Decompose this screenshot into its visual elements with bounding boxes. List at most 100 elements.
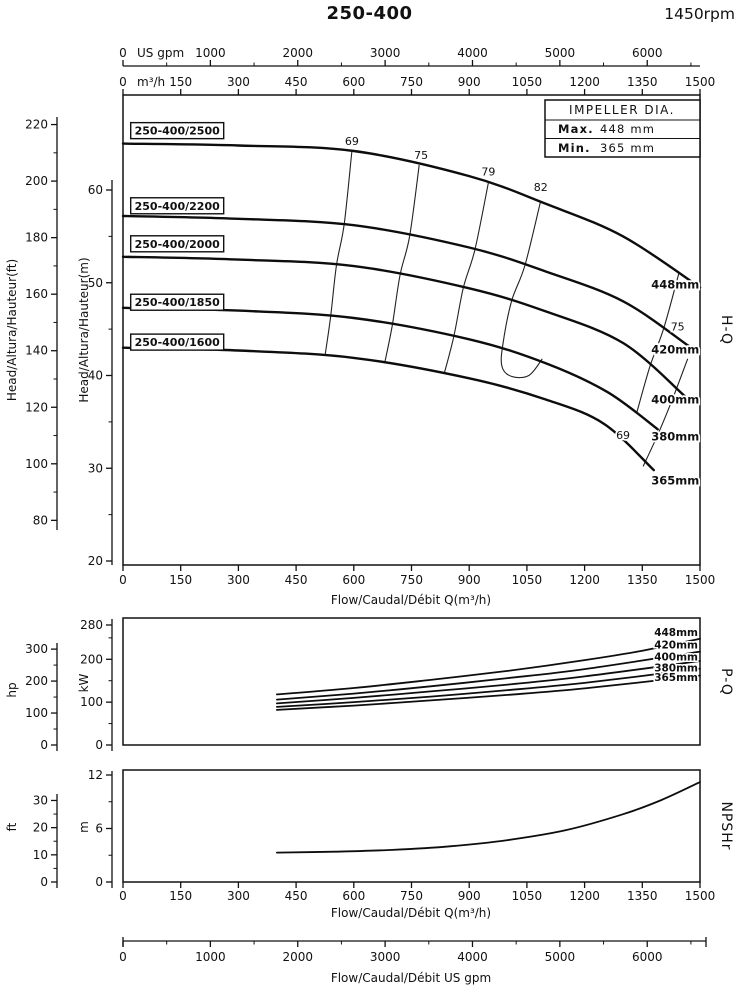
m3h-top-tick-label: 750 — [400, 75, 423, 89]
hq-bottom-tick-label: 1350 — [627, 573, 658, 587]
m3h-top-tick-label: 900 — [458, 75, 481, 89]
npshr-section-label: NPSHr — [718, 801, 734, 850]
head-ft-axis-tick-label: 140 — [25, 344, 48, 358]
head-m-axis-tick-label: 30 — [88, 461, 103, 475]
npsh-bottom-tick-label: 1500 — [685, 889, 716, 903]
usgpm-bottom-tick-label: 5000 — [545, 950, 576, 964]
model-label-box — [129, 333, 225, 351]
usgpm-top-tick-label: 3000 — [370, 46, 401, 60]
model-label-250-400/2000: 250-400/2000 — [135, 238, 220, 251]
head-ft-axis-tick-label: 180 — [25, 231, 48, 245]
npsh-ft-axis-tick-label: 0 — [40, 875, 48, 889]
efficiency-label-69: 69 — [616, 429, 630, 442]
model-label-250-400/2500: 250-400/2500 — [135, 125, 220, 138]
pq-section-label: P-Q — [718, 668, 734, 696]
npsh-bottom-tick-label: 150 — [169, 889, 192, 903]
hq-bottom-tick-label: 300 — [227, 573, 250, 587]
model-label-box — [129, 197, 225, 215]
hq-curve-448mm — [121, 142, 702, 289]
m3h-top-tick-label: 600 — [342, 75, 365, 89]
pq-curve-400mm — [276, 660, 701, 705]
head-ft-axis-tick-label: 80 — [33, 513, 48, 527]
efficiency-contour-69 — [642, 358, 689, 467]
model-label-box — [129, 121, 225, 140]
pump-model-title: 250-400 — [326, 3, 413, 24]
head-ft-axis-tick-label: 120 — [25, 400, 48, 414]
npsh-bottom-tick-label: 1050 — [512, 889, 543, 903]
pq-impeller-label-380mm: 380mm — [654, 662, 698, 674]
impeller-diameter-label-400mm: 400mm — [651, 393, 699, 407]
usgpm-top-tick-label: 1000 — [195, 46, 226, 60]
pq-impeller-label-420mm: 420mm — [654, 640, 698, 652]
impeller-dia-box — [544, 99, 701, 158]
usgpm-bottom-tick-label: 0 — [119, 950, 127, 964]
npsh-bottom-tick-label: 1350 — [627, 889, 658, 903]
hq-x-axis-title: Flow/Caudal/Débit Q(m³/h) — [331, 593, 491, 607]
head-ft-axis-tick-label: 100 — [25, 457, 48, 471]
hq-bottom-tick-label: 750 — [400, 573, 423, 587]
npsh-m-axis-title: m — [77, 821, 91, 833]
impeller-dia-min-label: Min. — [558, 141, 591, 155]
hq-section-label: H-Q — [718, 315, 734, 345]
npsh-bottom-tick-label: 450 — [285, 889, 308, 903]
pq-curve-420mm — [276, 650, 701, 701]
npsh-x-axis-title: Flow/Caudal/Débit Q(m³/h) — [331, 906, 491, 920]
efficiency-label-79: 79 — [481, 165, 495, 178]
impeller-dia-max-value: 448 mm — [600, 122, 655, 136]
power-hp-axis-tick-label: 100 — [25, 706, 48, 720]
m3h-top-tick-label: 1200 — [569, 75, 600, 89]
usgpm-top-tick-label: 5000 — [545, 46, 576, 60]
usgpm-top-tick-label: 2000 — [282, 46, 313, 60]
npsh-m-axis-tick-label: 0 — [95, 875, 103, 889]
pq-curve-380mm — [276, 667, 701, 708]
model-label-250-400/1600: 250-400/1600 — [135, 336, 220, 349]
hq-bottom-tick-label: 1050 — [512, 573, 543, 587]
power-kw-axis-tick-label: 100 — [80, 695, 103, 709]
power-hp-axis-tick-label: 200 — [25, 674, 48, 688]
usgpm-top-tick-label: 6000 — [632, 46, 663, 60]
efficiency-label-75: 75 — [671, 320, 685, 333]
usgpm-top-tick-label: 4000 — [457, 46, 488, 60]
hq-curve-380mm — [121, 306, 659, 431]
npsh-plot-frame — [122, 769, 701, 883]
hq-bottom-tick-label: 0 — [119, 573, 127, 587]
head-m-axis-title: Head/Altura/Hauteur(m) — [77, 257, 91, 402]
hq-curve-420mm — [121, 214, 690, 347]
usgpm-bottom-tick-label: 4000 — [457, 950, 488, 964]
hq-plot-frame — [122, 94, 701, 566]
npsh-ft-axis-tick-label: 20 — [33, 821, 48, 835]
hq-bottom-tick-label: 150 — [169, 573, 192, 587]
efficiency-contour-79 — [443, 182, 489, 374]
efficiency-label-75: 75 — [414, 149, 428, 162]
m3h-top-tick-label: 0 — [119, 75, 127, 89]
head-m-axis-tick-label: 60 — [88, 183, 103, 197]
hq-bottom-tick-label: 900 — [458, 573, 481, 587]
m3h-top-tick-label: 300 — [227, 75, 250, 89]
pump-speed-label: 1450rpm — [664, 5, 735, 23]
hq-bottom-tick-label: 1500 — [685, 573, 716, 587]
m3h-top-unit-label: m³/h — [137, 75, 165, 89]
head-m-axis-tick-label: 20 — [88, 554, 103, 568]
impeller-diameter-label-448mm: 448mm — [651, 278, 699, 292]
hq-curve-400mm — [121, 255, 686, 398]
usgpm-top-unit-label: US gpm — [137, 46, 184, 60]
head-ft-axis-tick-label: 160 — [25, 287, 48, 301]
npsh-bottom-tick-label: 1200 — [569, 889, 600, 903]
pq-impeller-label-448mm: 448mm — [654, 627, 698, 639]
model-label-box — [129, 235, 225, 253]
model-label-box — [129, 293, 225, 311]
power-kw-axis-tick-label: 200 — [80, 652, 103, 666]
power-hp-axis-title: hp — [5, 682, 19, 697]
model-label-250-400/1850: 250-400/1850 — [135, 296, 220, 309]
usgpm-bottom-tick-label: 1000 — [195, 950, 226, 964]
hq-bottom-tick-label: 1200 — [569, 573, 600, 587]
pq-impeller-label-400mm: 400mm — [654, 652, 698, 664]
pq-impeller-label-365mm: 365mm — [654, 672, 698, 684]
model-label-250-400/2200: 250-400/2200 — [135, 200, 220, 213]
npsh-ft-axis-title: ft — [5, 822, 19, 831]
head-ft-axis-tick-label: 220 — [25, 118, 48, 132]
impeller-dia-box-title: IMPELLER DIA. — [569, 103, 675, 117]
power-hp-axis-tick-label: 0 — [40, 738, 48, 752]
power-kw-axis-title: kW — [77, 673, 91, 692]
m3h-top-tick-label: 1050 — [512, 75, 543, 89]
